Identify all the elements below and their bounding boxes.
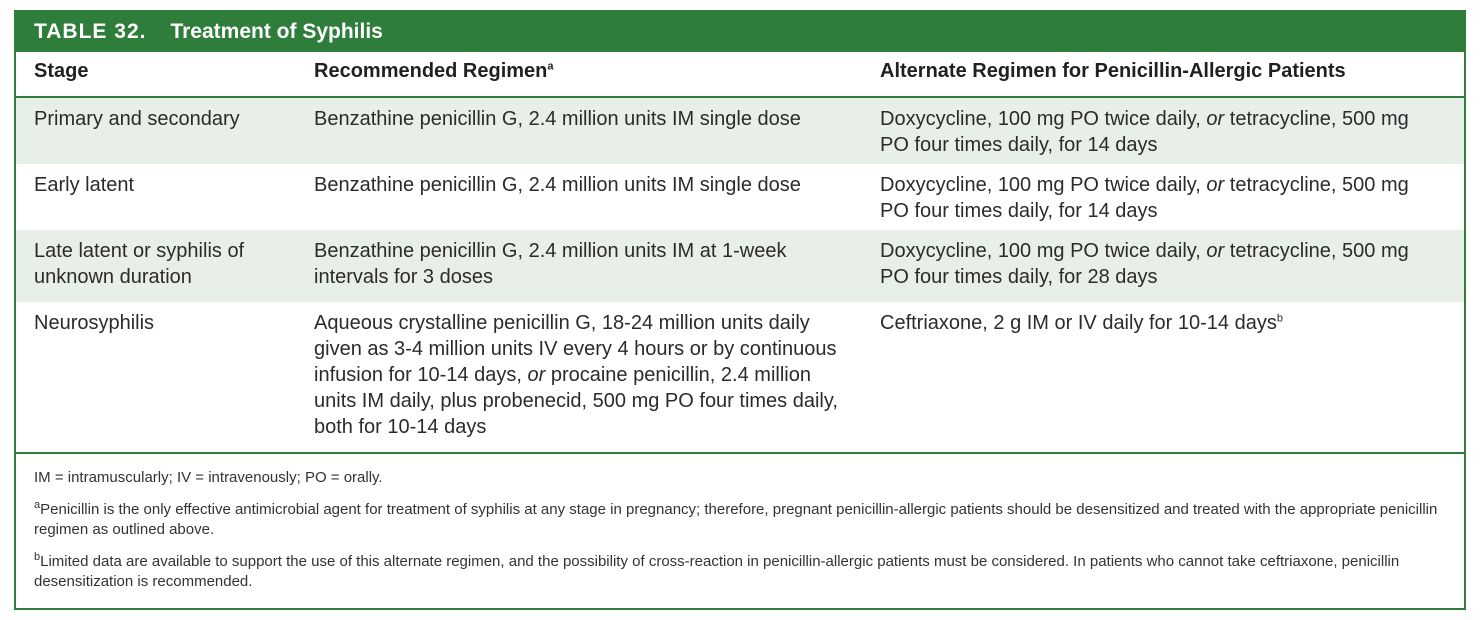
alternate-text-1: Doxycycline, 100 mg PO twice daily, bbox=[880, 174, 1207, 196]
cell-recommended: Benzathine penicillin G, 2.4 million uni… bbox=[314, 240, 787, 288]
syphilis-treatment-table: TABLE 32. Treatment of Syphilis Stage Re… bbox=[14, 10, 1466, 610]
table-title: Treatment of Syphilis bbox=[170, 20, 383, 43]
footnote-a-text: Penicillin is the only effective antimic… bbox=[34, 501, 1438, 538]
footnote-a: aPenicillin is the only effective antimi… bbox=[34, 500, 1446, 540]
table-number: TABLE 32. bbox=[34, 20, 147, 43]
alternate-text-2: tetracycline, 500 mg PO four times daily… bbox=[880, 108, 1409, 156]
cell-stage: Early latent bbox=[34, 174, 135, 196]
cell-stage: Primary and secondary bbox=[34, 108, 240, 130]
footnote-abbreviations: IM = intramuscularly; IV = intravenously… bbox=[34, 469, 383, 486]
alternate-or: or bbox=[1206, 240, 1225, 262]
alternate-text-1: Doxycycline, 100 mg PO twice daily, bbox=[880, 108, 1207, 130]
footnote-marker-a: a bbox=[547, 60, 554, 73]
alternate-text-2: tetracycline, 500 mg PO four times daily… bbox=[880, 174, 1409, 222]
table-row: Neurosyphilis Aqueous crystalline penici… bbox=[16, 302, 1464, 454]
header-recommended-text: Recommended Regimen bbox=[314, 60, 548, 82]
alternate-text: Ceftriaxone, 2 g IM or IV daily for 10-1… bbox=[880, 312, 1277, 334]
table-row: Late latent or syphilis of unknown durat… bbox=[16, 230, 1464, 302]
alternate-or: or bbox=[1206, 174, 1225, 196]
footnote-a-mark: a bbox=[34, 499, 41, 511]
cell-alternate: Doxycycline, 100 mg PO twice daily, or t… bbox=[880, 172, 1440, 224]
alternate-text-1: Doxycycline, 100 mg PO twice daily, bbox=[880, 240, 1207, 262]
recommended-text-1: Aqueous crystalline penicillin G, 18-24 … bbox=[314, 312, 837, 386]
cell-recommended: Aqueous crystalline penicillin G, 18-24 … bbox=[314, 310, 854, 440]
header-stage: Stage bbox=[34, 60, 89, 82]
cell-stage: Neurosyphilis bbox=[34, 312, 155, 334]
footnote-b-text: Limited data are available to support th… bbox=[34, 553, 1400, 590]
cell-stage: Late latent or syphilis of unknown durat… bbox=[34, 240, 245, 288]
table-header-row: Stage Recommended Regimena Alternate Reg… bbox=[16, 52, 1464, 98]
alternate-text-2: tetracycline, 500 mg PO four times daily… bbox=[880, 240, 1409, 288]
header-alternate-regimen: Alternate Regimen for Penicillin-Allergi… bbox=[880, 60, 1346, 82]
cell-recommended: Benzathine penicillin G, 2.4 million uni… bbox=[314, 108, 801, 130]
table-title-bar: TABLE 32. Treatment of Syphilis bbox=[16, 12, 1464, 52]
table-row: Early latent Benzathine penicillin G, 2.… bbox=[16, 164, 1464, 230]
alternate-or: or bbox=[1206, 108, 1225, 130]
recommended-text-2: procaine penicillin, 2.4 million units I… bbox=[314, 364, 838, 438]
cell-alternate: Doxycycline, 100 mg PO twice daily, or t… bbox=[880, 238, 1440, 290]
cell-alternate: Ceftriaxone, 2 g IM or IV daily for 10-1… bbox=[880, 310, 1440, 336]
recommended-or: or bbox=[527, 364, 546, 386]
cell-alternate: Doxycycline, 100 mg PO twice daily, or t… bbox=[880, 106, 1440, 158]
table-footnotes: IM = intramuscularly; IV = intravenously… bbox=[16, 454, 1464, 592]
footnote-b-mark: b bbox=[34, 551, 41, 563]
table-row: Primary and secondary Benzathine penicil… bbox=[16, 98, 1464, 164]
header-recommended-regimen: Recommended Regimena bbox=[314, 60, 854, 83]
footnote-b: bLimited data are available to support t… bbox=[34, 552, 1446, 592]
footnote-marker-b: b bbox=[1276, 312, 1283, 325]
cell-recommended: Benzathine penicillin G, 2.4 million uni… bbox=[314, 174, 801, 196]
